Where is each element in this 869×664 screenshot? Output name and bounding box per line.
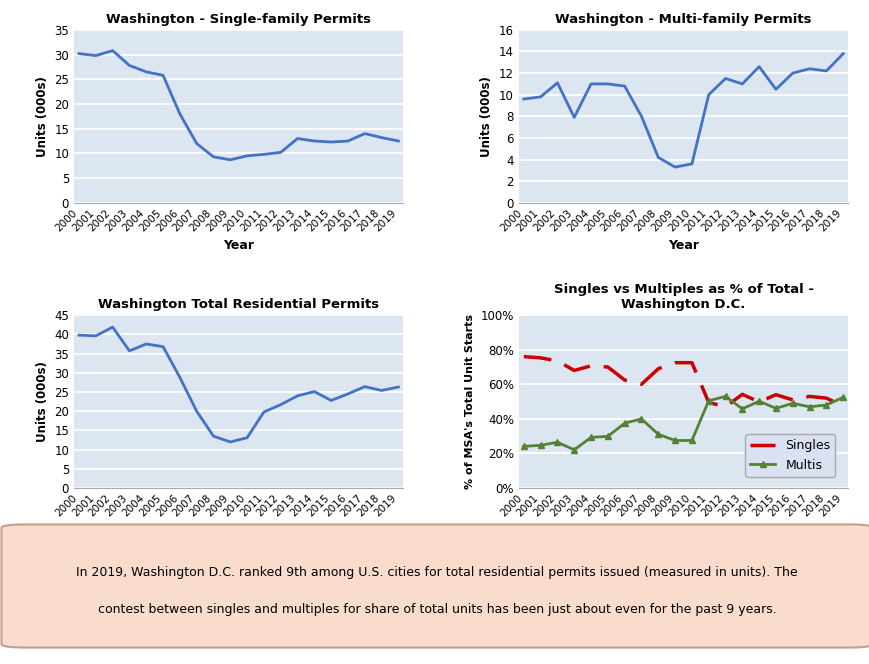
X-axis label: Year: Year [667, 239, 698, 252]
X-axis label: Year: Year [667, 524, 698, 537]
Y-axis label: Units (000s): Units (000s) [36, 361, 49, 442]
Title: Washington - Single-family Permits: Washington - Single-family Permits [106, 13, 371, 26]
Title: Singles vs Multiples as % of Total -
Washington D.C.: Singles vs Multiples as % of Total - Was… [553, 284, 813, 311]
Y-axis label: % of MSA's Total Unit Starts: % of MSA's Total Unit Starts [464, 314, 474, 489]
Y-axis label: Units (000s): Units (000s) [480, 76, 493, 157]
FancyBboxPatch shape [2, 525, 869, 647]
X-axis label: Year: Year [223, 239, 254, 252]
Title: Washington - Multi-family Permits: Washington - Multi-family Permits [554, 13, 811, 26]
Text: contest between singles and multiples for share of total units has been just abo: contest between singles and multiples fo… [97, 603, 776, 616]
Y-axis label: Units (000s): Units (000s) [36, 76, 49, 157]
Text: In 2019, Washington D.C. ranked 9th among U.S. cities for total residential perm: In 2019, Washington D.C. ranked 9th amon… [76, 566, 797, 578]
Title: Washington Total Residential Permits: Washington Total Residential Permits [98, 298, 379, 311]
Legend: Singles, Multis: Singles, Multis [745, 434, 834, 477]
X-axis label: Year: Year [223, 524, 254, 537]
